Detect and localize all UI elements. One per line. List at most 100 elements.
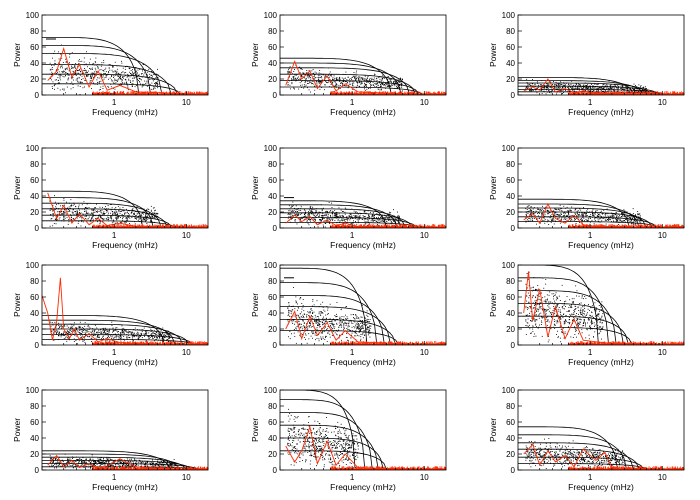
scatter-point [148,209,150,210]
scatter-point [343,316,345,318]
scatter-point [86,75,87,76]
scatter-point [575,213,576,215]
scatter-point [342,216,344,217]
scatter-point [74,74,76,76]
y-tick-label: 20 [30,325,39,334]
scatter-point [343,79,345,81]
scatter-point [363,219,365,221]
scatter-point [371,219,373,221]
scatter-point [588,91,590,92]
scatter-point [165,330,167,332]
scatter-point [384,217,386,219]
scatter-point [558,88,560,90]
scatter-point [357,82,358,83]
scatter-point [63,198,65,199]
scatter-point [570,211,572,213]
scatter-point [296,74,298,75]
scatter-point [158,336,160,337]
scatter-point [314,318,315,320]
scatter-point [138,212,139,214]
scatter-point [105,67,107,69]
scatter-point [560,91,562,93]
scatter-point [541,93,543,94]
scatter-point [301,75,303,77]
scatter-point [555,87,557,89]
scatter-point [85,76,87,77]
scatter-point [563,92,564,93]
scatter-point [362,323,364,325]
scatter-point [592,216,593,218]
scatter-point [639,90,641,91]
y-axis-label: Power [12,43,22,67]
scatter-point [300,208,301,210]
scatter-point [541,85,543,87]
scatter-point [633,215,635,217]
x-axis-label: Frequency (mHz) [568,240,634,250]
scatter-point [125,330,127,332]
scatter-point [623,88,625,90]
scatter-point [63,332,64,334]
scatter-point [319,77,321,78]
scatter-point [393,220,395,222]
scatter-point [134,86,136,88]
scatter-point [553,219,555,221]
scatter-point [108,78,109,80]
scatter-point [90,331,92,333]
scatter-point [542,205,543,207]
scatter-point [598,215,599,217]
scatter-point [88,329,90,330]
scatter-point [367,329,369,331]
scatter-point [94,74,95,76]
scatter-point [145,330,147,331]
scatter-point [583,214,585,216]
scatter-point [350,215,352,217]
scatter-point [575,85,577,87]
scatter-point [293,86,295,88]
scatter-point [66,73,68,75]
scatter-point [300,217,302,219]
scatter-point [97,328,99,330]
scatter-point [351,222,353,224]
scatter-point [132,340,134,342]
scatter-point [609,88,610,90]
scatter-point [107,86,109,87]
scatter-point [313,76,315,77]
scatter-point [288,205,290,207]
scatter-point [54,195,55,197]
scatter-point [582,88,584,89]
scatter-point [314,71,316,73]
scatter-point [104,333,106,335]
scatter-point [291,79,293,81]
scatter-point [372,84,374,86]
scatter-point [564,212,566,214]
scatter-point [617,88,619,90]
scatter-point [152,76,153,78]
scatter-point [134,75,136,76]
scatter-point [350,314,352,316]
scatter-point [72,64,74,65]
scatter-point [86,203,88,205]
scatter-point [379,218,381,220]
scatter-point [102,76,104,78]
scatter-point [574,86,576,88]
scatter-point [617,213,619,215]
scatter-point [369,336,371,338]
scatter-point [626,215,628,216]
scatter-point [606,208,608,210]
scatter-point [341,77,343,79]
scatter-point [527,88,528,89]
scatter-point [127,76,129,78]
scatter-point [91,76,93,78]
scatter-point [526,206,528,208]
scatter-point [350,217,352,219]
scatter-point [91,78,93,80]
scatter-point [290,316,292,317]
scatter-point [60,74,62,76]
scatter-point [110,215,112,217]
scatter-point [133,73,135,75]
scatter-point [376,77,378,79]
scatter-point [603,209,605,211]
scatter-point [104,327,106,329]
scatter-point [291,216,292,218]
scatter-point [59,334,61,336]
